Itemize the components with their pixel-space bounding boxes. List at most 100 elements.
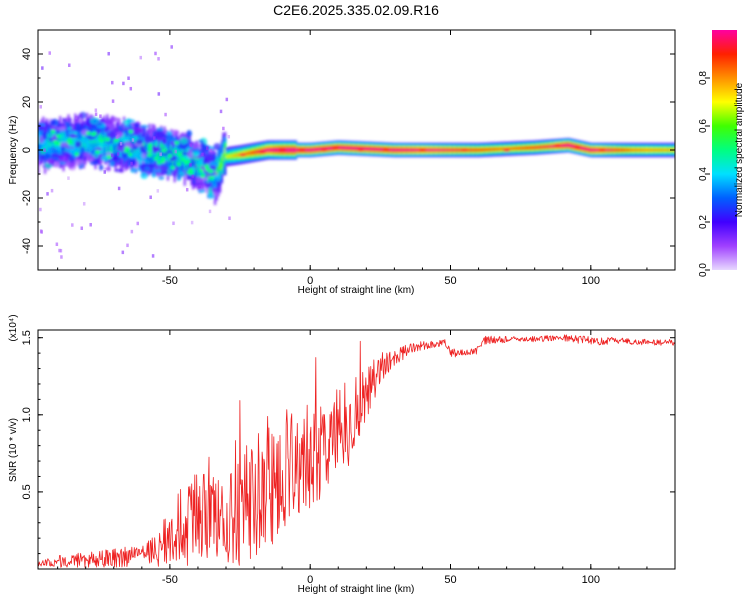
snr-series-line	[38, 334, 675, 568]
spectrogram-blob	[111, 155, 122, 161]
spectrogram-cell	[74, 134, 77, 149]
spectrogram-blob	[50, 153, 60, 158]
spectrogram-cell	[491, 148, 495, 151]
spectrogram-blob	[159, 166, 169, 172]
spectrogram-cell	[50, 140, 54, 147]
spectrogram-cell	[425, 148, 429, 152]
spectrogram-speckle	[103, 170, 106, 174]
spectrogram-cell	[265, 148, 269, 152]
spectrogram-cell	[356, 147, 360, 150]
spectrogram-blob	[87, 127, 97, 132]
spectrogram-cell	[444, 148, 448, 152]
spectrogram-cell	[479, 148, 483, 151]
spectrogram-blob	[82, 152, 91, 157]
spectrogram-blob	[89, 142, 99, 149]
spectrogram-cell	[666, 148, 670, 152]
spectrogram-cell	[521, 147, 525, 150]
spectrogram-blob	[151, 172, 157, 178]
spectrogram-cell	[274, 148, 278, 152]
spectrogram-blob	[196, 176, 204, 184]
spectrogram-blob	[119, 137, 129, 142]
spectrogram-peak	[553, 143, 561, 147]
spectrogram-blob	[76, 132, 83, 140]
spectrogram-cell	[500, 147, 503, 151]
spectrogram-blob	[130, 167, 138, 174]
spectrogram-cell	[611, 148, 614, 152]
spectrogram-cell	[515, 147, 518, 150]
spectrogram-cell	[100, 141, 104, 156]
spectrogram-cell	[526, 146, 530, 149]
spectrogram-speckle	[99, 114, 102, 118]
spectrogram-cell	[658, 148, 661, 152]
spectrogram-cell	[629, 148, 633, 152]
spectrogram-speckle	[157, 57, 160, 61]
spectrogram-cell	[72, 138, 75, 146]
spectrogram-cell	[114, 136, 118, 151]
spectrogram-blob	[108, 124, 114, 132]
spectrogram-cell	[58, 140, 62, 155]
snr-x-tick-label: 50	[444, 574, 456, 586]
spectrogram-cell	[560, 144, 564, 147]
spectrogram-cell	[619, 148, 623, 152]
spectrogram-cell	[616, 148, 619, 152]
spectrogram-cell	[481, 148, 485, 151]
spectrogram-speckle	[191, 174, 194, 179]
spectrogram-cell	[365, 147, 368, 150]
spectrogram-cell	[417, 148, 421, 152]
spectrogram-cell	[355, 147, 358, 150]
spectrogram-cell	[291, 148, 294, 152]
colorbar-tick-label: 0.8	[698, 71, 709, 85]
spectrogram-blob	[166, 131, 173, 136]
spectrogram-cell	[45, 136, 49, 151]
spectrogram-cell	[85, 138, 89, 153]
spectrogram-speckle	[159, 152, 162, 156]
spectrogram-cell	[57, 140, 60, 155]
spectrogram-cell	[474, 148, 478, 152]
spectrogram-cell	[82, 133, 86, 147]
spectrogram-cyan-blob	[177, 152, 183, 157]
spectrogram-blob	[123, 124, 133, 129]
spectrogram-peak	[598, 148, 606, 152]
spectrogram-cell	[254, 150, 257, 154]
spectrogram-cell	[651, 148, 655, 152]
spectrogram-cell	[134, 144, 138, 159]
spectrogram-cell	[286, 148, 289, 152]
spectrogram-cell	[398, 148, 402, 152]
spectrogram-cyan-blob	[167, 153, 173, 158]
spectrogram-cell	[272, 148, 276, 152]
spectrogram-cell	[639, 148, 643, 152]
spectrogram-blob	[59, 142, 68, 147]
spectrogram-speckle	[164, 112, 167, 117]
spectrogram-cyan-blob	[114, 138, 120, 143]
spectrogram-cell	[415, 148, 419, 152]
spectrogram-cell	[612, 148, 616, 152]
spectrogram-blob	[123, 119, 131, 126]
spectrogram-cell	[217, 166, 220, 173]
spectrogram-blob	[38, 143, 43, 150]
spectrogram-speckle	[111, 153, 114, 158]
spectrogram-blob	[156, 127, 164, 132]
spectrogram-speckle	[189, 143, 192, 148]
spectrogram-cell	[476, 148, 480, 152]
spectrogram-speckle	[185, 187, 189, 192]
spectrogram-cell	[316, 148, 320, 151]
spectrogram-cell	[410, 148, 414, 152]
spectrogram-cell	[271, 148, 274, 152]
spectrogram-cell	[100, 134, 104, 142]
colorbar-tick-label: 0.2	[698, 215, 709, 229]
spectrogram-blob	[123, 129, 129, 133]
spectrogram-speckle	[89, 223, 92, 227]
snr-y-tick-label: 1.5	[21, 330, 33, 345]
spectrogram-cell	[255, 150, 259, 154]
spectrogram-cell	[158, 151, 161, 166]
spectrogram-cell	[644, 148, 648, 152]
spectrogram-blob	[50, 120, 57, 126]
spectrogram-blob	[103, 118, 112, 125]
spectrogram-blob	[186, 130, 193, 137]
spectrogram-blob	[178, 171, 186, 177]
spectrogram-cell	[340, 146, 343, 149]
spectrogram-blob	[73, 159, 83, 166]
spectrogram-cell	[532, 146, 535, 149]
spectrogram-blob	[144, 166, 151, 172]
